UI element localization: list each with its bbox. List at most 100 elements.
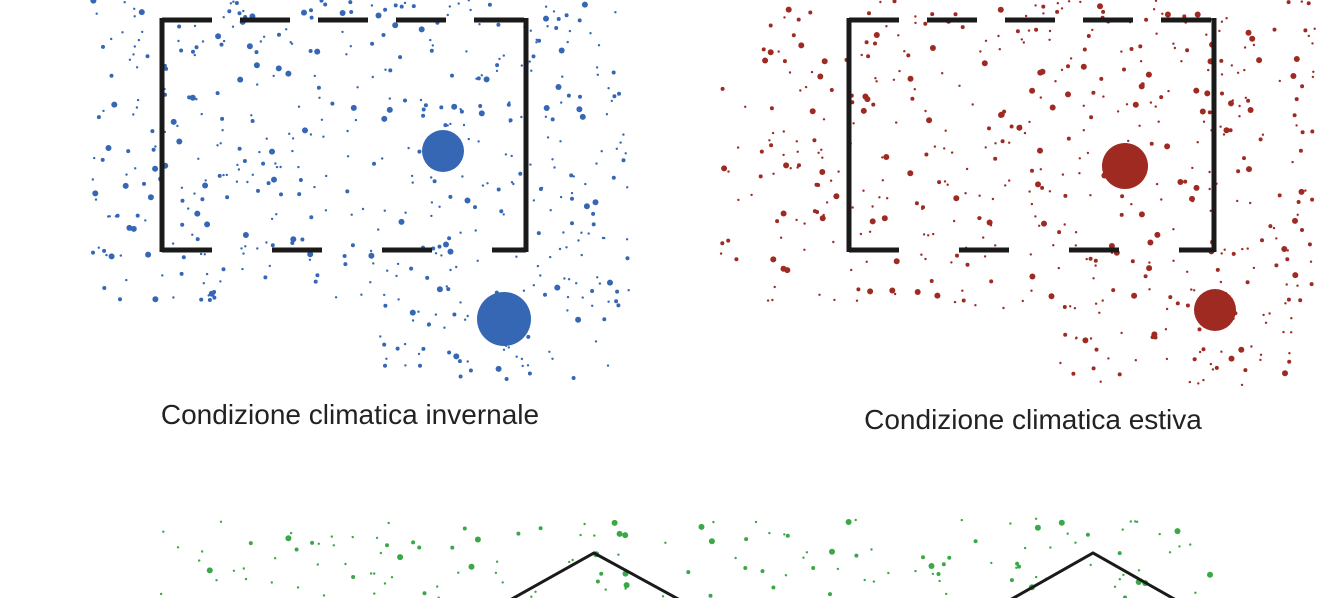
particle <box>1099 380 1102 383</box>
particle <box>125 173 128 176</box>
particle <box>235 180 239 183</box>
particle <box>1028 190 1031 193</box>
heat-source <box>1102 143 1148 189</box>
particle <box>199 297 204 302</box>
particle <box>1172 259 1175 262</box>
particle <box>480 74 483 77</box>
particle <box>773 285 776 289</box>
particle <box>1009 578 1014 583</box>
particle <box>1300 228 1304 232</box>
particle <box>494 571 498 575</box>
particle <box>1293 56 1300 62</box>
particle <box>558 47 565 54</box>
particle <box>1080 63 1087 70</box>
particle <box>468 368 473 373</box>
particle <box>1215 267 1220 272</box>
particle <box>159 592 163 596</box>
particle <box>989 279 994 284</box>
particle <box>580 253 583 257</box>
particle <box>924 257 927 261</box>
particle <box>561 75 564 78</box>
particle <box>176 546 180 549</box>
particle <box>978 194 981 197</box>
particle <box>242 159 247 163</box>
particle <box>875 80 878 83</box>
particle <box>290 42 294 45</box>
particle <box>141 30 144 34</box>
particle <box>897 34 900 37</box>
particle <box>150 129 155 134</box>
particle <box>495 560 499 563</box>
particle <box>579 533 582 537</box>
particle <box>495 365 502 372</box>
particle <box>254 50 259 55</box>
particle <box>310 540 315 545</box>
particle <box>434 313 438 316</box>
particle <box>330 535 333 538</box>
particle <box>1138 211 1145 218</box>
particle <box>271 176 277 183</box>
particle <box>1154 231 1161 238</box>
particle <box>803 222 806 225</box>
particle <box>868 230 872 233</box>
particle <box>990 561 993 565</box>
particle <box>297 165 300 169</box>
particle <box>551 158 554 161</box>
particle <box>1154 0 1158 2</box>
particle <box>1244 96 1248 100</box>
particle <box>410 174 414 178</box>
particle <box>1123 595 1127 598</box>
particle <box>102 286 107 290</box>
particle <box>110 37 113 41</box>
particle <box>799 89 802 92</box>
particle <box>272 74 275 78</box>
particle <box>850 268 853 272</box>
particle <box>1287 359 1292 364</box>
particle <box>531 54 536 59</box>
particle <box>1223 248 1226 251</box>
particle <box>381 33 386 37</box>
particle <box>1082 129 1086 132</box>
particle <box>136 98 140 102</box>
particle <box>893 258 900 265</box>
particle <box>1220 252 1223 255</box>
particle <box>237 11 242 16</box>
particle <box>863 578 866 582</box>
particle <box>388 68 393 73</box>
particle <box>436 286 443 293</box>
particle <box>664 541 667 544</box>
particle <box>1004 184 1007 187</box>
particle <box>1258 137 1263 142</box>
particle <box>621 158 626 163</box>
particle <box>171 242 175 245</box>
particle <box>817 73 824 80</box>
particle <box>417 310 420 313</box>
particle <box>237 76 244 83</box>
particle <box>1000 139 1005 144</box>
particle <box>431 246 436 251</box>
particle <box>234 1 239 5</box>
particle <box>152 165 159 172</box>
particle <box>385 357 388 360</box>
particle <box>1040 185 1045 190</box>
particle <box>446 13 449 17</box>
particle <box>130 225 137 232</box>
particle <box>180 198 185 203</box>
particle <box>1286 249 1290 252</box>
particle <box>422 591 427 596</box>
particle <box>559 195 563 199</box>
particle <box>771 131 775 135</box>
particle <box>570 191 574 195</box>
particle <box>832 240 835 244</box>
particle <box>309 8 313 13</box>
particle <box>953 12 958 17</box>
particle <box>1062 305 1067 309</box>
particle <box>1220 350 1223 353</box>
particle <box>1030 168 1034 173</box>
particle <box>1268 312 1271 315</box>
particle <box>971 103 974 106</box>
particle <box>349 45 352 48</box>
particle <box>298 178 303 182</box>
particle <box>349 10 354 14</box>
particle <box>771 298 774 302</box>
